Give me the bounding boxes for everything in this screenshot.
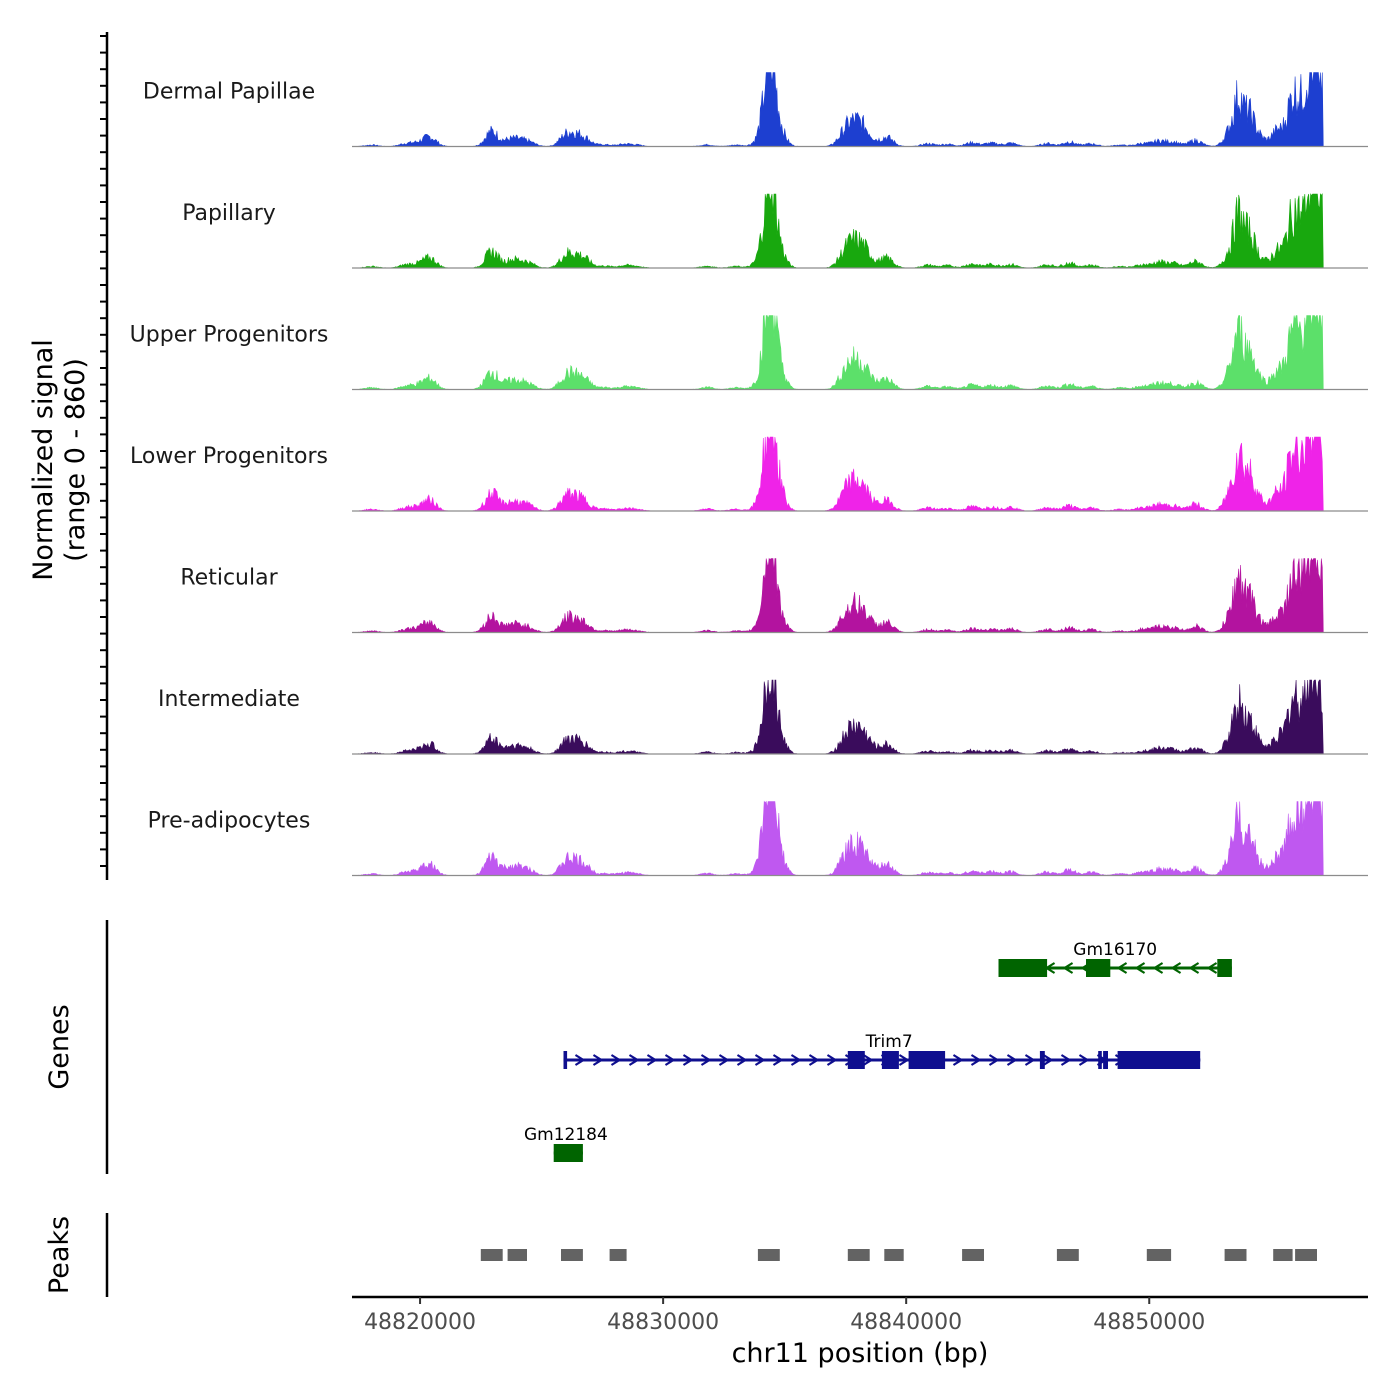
y-axis-title: Normalized signal bbox=[28, 339, 59, 581]
track-label: Dermal Papillae bbox=[143, 80, 315, 105]
strand-chevron bbox=[1188, 962, 1200, 974]
track-label: Intermediate bbox=[158, 687, 300, 712]
strand-chevron bbox=[988, 1054, 1000, 1066]
gene-exon bbox=[563, 1051, 568, 1069]
peak-region bbox=[480, 1249, 503, 1261]
x-tick-label: 48830000 bbox=[607, 1310, 719, 1335]
x-tick-label: 48850000 bbox=[1093, 1310, 1205, 1335]
strand-chevron bbox=[574, 1054, 586, 1066]
strand-chevron bbox=[1078, 1054, 1090, 1066]
strand-chevron bbox=[826, 1054, 838, 1066]
track-label: Lower Progenitors bbox=[130, 444, 328, 469]
strand-chevron bbox=[970, 1054, 982, 1066]
strand-chevron bbox=[736, 1054, 748, 1066]
strand-chevron bbox=[1060, 1054, 1072, 1066]
gene-exon bbox=[1086, 959, 1111, 977]
peaks-track-title: Peaks bbox=[44, 1216, 75, 1294]
coverage-track: Intermediate bbox=[158, 679, 1368, 755]
strand-chevron bbox=[862, 1054, 874, 1066]
strand-chevron bbox=[1170, 962, 1182, 974]
strand-chevron bbox=[1116, 962, 1128, 974]
strand-chevron bbox=[952, 1054, 964, 1066]
coverage-track: Pre-adipocytes bbox=[148, 800, 1368, 877]
x-axis-ticks: 48820000 48830000 48840000 48850000 bbox=[364, 1297, 1205, 1335]
peak-region bbox=[962, 1249, 984, 1261]
gene-label: Gm16170 bbox=[1073, 940, 1157, 960]
gene-gm16170: Gm16170 bbox=[998, 940, 1232, 977]
strand-chevron bbox=[808, 1054, 820, 1066]
gene-exon bbox=[1098, 1051, 1102, 1069]
genes-track: Gm16170 Trim7 Gm12184 bbox=[524, 940, 1232, 1162]
peak-region bbox=[1146, 1249, 1172, 1261]
peak-region bbox=[884, 1249, 904, 1261]
strand-chevron bbox=[1206, 962, 1218, 974]
gene-exon bbox=[908, 1051, 946, 1069]
strand-chevron bbox=[1134, 962, 1146, 974]
gene-exon bbox=[881, 1051, 899, 1069]
coverage-track: Lower Progenitors bbox=[130, 436, 1368, 512]
peaks-track bbox=[480, 1249, 1317, 1261]
coverage-area bbox=[352, 557, 1325, 633]
strand-chevron bbox=[1062, 962, 1074, 974]
strand-chevron bbox=[1024, 1054, 1036, 1066]
strand-chevron bbox=[610, 1054, 622, 1066]
peak-region bbox=[847, 1249, 870, 1261]
coverage-track: Dermal Papillae bbox=[143, 72, 1368, 148]
gene-exon bbox=[1103, 1051, 1108, 1069]
coverage-area bbox=[352, 315, 1325, 390]
strand-chevron bbox=[898, 1054, 910, 1066]
track-label: Upper Progenitors bbox=[130, 323, 329, 348]
gene-trim7: Trim7 bbox=[563, 1032, 1201, 1069]
coverage-area bbox=[352, 679, 1325, 755]
peak-region bbox=[1273, 1249, 1293, 1261]
strand-chevron bbox=[1006, 1054, 1018, 1066]
strand-chevron bbox=[592, 1054, 604, 1066]
gene-gm12184: Gm12184 bbox=[524, 1125, 608, 1162]
peak-region bbox=[561, 1249, 583, 1261]
gene-label: Gm12184 bbox=[524, 1125, 608, 1145]
gene-exon bbox=[1039, 1051, 1045, 1069]
gene-exon bbox=[847, 1051, 865, 1069]
coverage-track: Reticular bbox=[180, 557, 1368, 634]
x-tick-label: 48820000 bbox=[364, 1310, 476, 1335]
peak-region bbox=[1224, 1249, 1247, 1261]
strand-chevron bbox=[646, 1054, 658, 1066]
track-label: Reticular bbox=[180, 566, 278, 591]
gene-exon bbox=[1117, 1051, 1201, 1069]
coverage-area bbox=[352, 72, 1325, 147]
track-label: Pre-adipocytes bbox=[148, 809, 311, 834]
gene-exon bbox=[998, 959, 1048, 977]
peak-region bbox=[757, 1249, 780, 1261]
coverage-track: Upper Progenitors bbox=[130, 315, 1368, 391]
gene-exon bbox=[553, 1144, 583, 1162]
peak-region bbox=[507, 1249, 527, 1261]
gene-label: Trim7 bbox=[865, 1032, 913, 1052]
x-tick-label: 48840000 bbox=[850, 1310, 962, 1335]
coverage-y-axis bbox=[100, 32, 109, 880]
coverage-area bbox=[352, 193, 1325, 269]
strand-chevron bbox=[682, 1054, 694, 1066]
peak-region bbox=[1295, 1249, 1317, 1261]
strand-chevron bbox=[664, 1054, 676, 1066]
strand-chevron bbox=[718, 1054, 730, 1066]
y-axis-range-label: (range 0 - 860) bbox=[60, 358, 91, 562]
strand-chevron bbox=[1152, 962, 1164, 974]
strand-chevron bbox=[700, 1054, 712, 1066]
peak-region bbox=[609, 1249, 627, 1261]
strand-chevron bbox=[1042, 1054, 1054, 1066]
track-label: Papillary bbox=[182, 201, 276, 226]
x-axis-title: chr11 position (bp) bbox=[732, 1338, 989, 1369]
strand-chevron bbox=[754, 1054, 766, 1066]
coverage-track: Papillary bbox=[182, 193, 1368, 269]
coverage-tracks: Dermal Papillae Papillary Upper Progenitor… bbox=[130, 72, 1368, 877]
gene-exon bbox=[1217, 959, 1232, 977]
strand-chevron bbox=[628, 1054, 640, 1066]
coverage-area bbox=[352, 436, 1325, 512]
peak-region bbox=[1056, 1249, 1079, 1261]
strand-chevron bbox=[772, 1054, 784, 1066]
coverage-area bbox=[352, 800, 1325, 876]
strand-chevron bbox=[790, 1054, 802, 1066]
genes-track-title: Genes bbox=[44, 1004, 75, 1089]
